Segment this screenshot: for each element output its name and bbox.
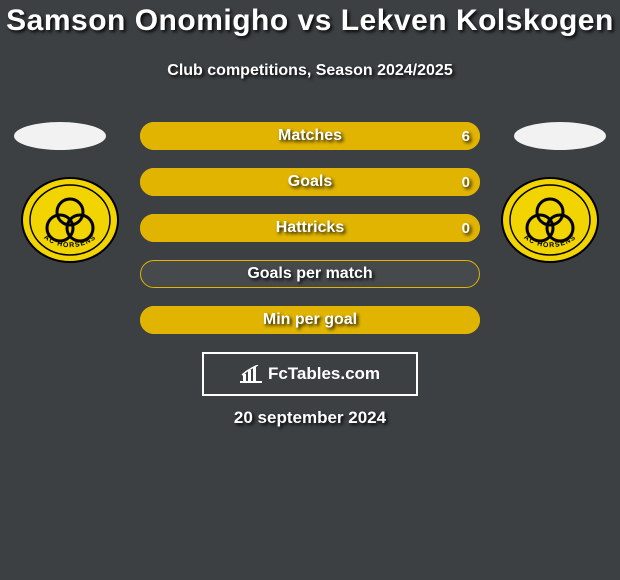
stat-value-right: 0 bbox=[462, 168, 470, 196]
stat-label: Goals per match bbox=[140, 260, 480, 288]
stat-value-right: 6 bbox=[462, 122, 470, 150]
stat-label: Min per goal bbox=[140, 306, 480, 334]
stat-label: Hattricks bbox=[140, 214, 480, 242]
stat-row: Goals0 bbox=[140, 168, 480, 196]
player-photo-right bbox=[514, 122, 606, 150]
page-subtitle: Club competitions, Season 2024/2025 bbox=[0, 62, 620, 80]
club-badge-left: AC HORSENS bbox=[20, 176, 120, 264]
page-title: Samson Onomigho vs Lekven Kolskogen bbox=[0, 4, 620, 38]
stat-label: Matches bbox=[140, 122, 480, 150]
stat-row: Matches6 bbox=[140, 122, 480, 150]
brand-label: FcTables.com bbox=[268, 364, 380, 384]
stat-row: Hattricks0 bbox=[140, 214, 480, 242]
club-badge-right: AC HORSENS bbox=[500, 176, 600, 264]
brand-box: FcTables.com bbox=[202, 352, 418, 396]
stat-value-right: 0 bbox=[462, 214, 470, 242]
stat-label: Goals bbox=[140, 168, 480, 196]
chart-bar-icon bbox=[240, 365, 262, 383]
infographic-date: 20 september 2024 bbox=[0, 408, 620, 428]
player-photo-left bbox=[14, 122, 106, 150]
stat-row: Goals per match bbox=[140, 260, 480, 288]
stat-row: Min per goal bbox=[140, 306, 480, 334]
